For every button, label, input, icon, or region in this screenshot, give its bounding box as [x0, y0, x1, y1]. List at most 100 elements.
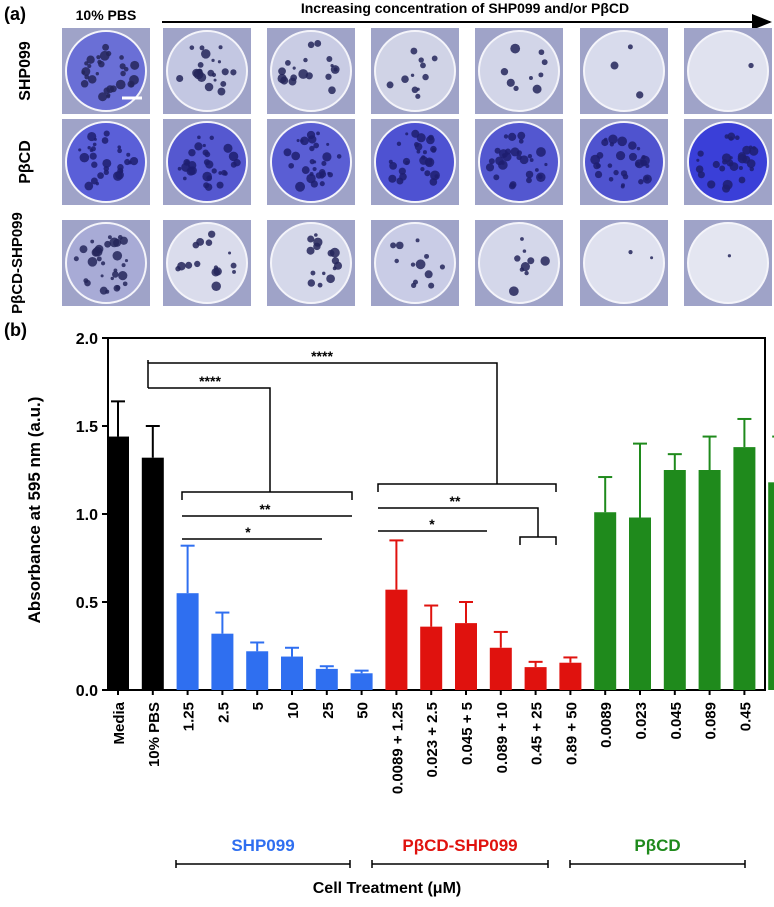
colony: [103, 130, 110, 137]
colony: [422, 73, 429, 81]
colony: [301, 166, 310, 174]
colony: [748, 145, 753, 150]
colony: [326, 274, 335, 284]
colony: [197, 72, 207, 82]
colony: [410, 262, 416, 267]
x-tick-label: 0.023 + 2.5: [424, 702, 441, 777]
colony: [306, 130, 316, 140]
colony: [627, 44, 633, 50]
colony: [217, 60, 222, 64]
colony: [81, 67, 91, 76]
bar: [559, 662, 582, 690]
colony: [645, 164, 650, 169]
bracket: [519, 536, 557, 545]
colony: [230, 69, 237, 76]
colony: [288, 77, 297, 86]
bar: [281, 656, 303, 690]
bar: [315, 668, 338, 690]
colony: [544, 162, 548, 167]
colony: [390, 242, 397, 249]
colony: [110, 276, 114, 281]
colony: [218, 171, 223, 175]
colony: [204, 82, 214, 92]
colony: [211, 72, 217, 78]
colony: [95, 181, 99, 186]
x-tick-label: 0.089: [703, 702, 720, 740]
colony: [422, 150, 427, 155]
colony: [292, 66, 296, 70]
colony: [278, 67, 286, 76]
group-label: PβCD-SHP099: [402, 836, 517, 855]
colony: [527, 257, 535, 265]
colony: [738, 165, 743, 171]
colony: [724, 134, 730, 139]
colony: [430, 145, 437, 153]
colony: [501, 161, 505, 165]
colony: [742, 145, 752, 155]
bar: [524, 667, 547, 690]
colony: [280, 76, 289, 85]
colony: [721, 153, 732, 163]
colony: [99, 50, 110, 61]
colony: [208, 230, 216, 238]
colony: [734, 135, 740, 141]
well: [166, 30, 248, 112]
colony: [593, 162, 601, 170]
y-tick-label: 2.0: [76, 331, 98, 348]
colony: [129, 156, 139, 166]
colony: [321, 160, 327, 166]
x-tick-label: 0.0089 + 1.25: [389, 702, 406, 794]
colony: [84, 74, 90, 80]
colony: [194, 260, 201, 268]
x-tick-label: 0.045: [668, 702, 685, 740]
x-tick-label: 0.023: [633, 702, 650, 740]
colony: [113, 238, 122, 247]
colony: [228, 151, 239, 162]
colony: [201, 49, 211, 59]
bar: [629, 517, 651, 690]
colony: [119, 55, 124, 60]
colony: [424, 170, 431, 177]
colony: [98, 92, 108, 102]
colony: [608, 177, 614, 182]
x-tick-label: 0.45 + 25: [529, 702, 546, 765]
colony: [697, 171, 705, 179]
colony: [112, 251, 123, 261]
significance-label: **: [260, 501, 271, 517]
colony: [314, 233, 318, 237]
bracket: [148, 387, 271, 492]
colony: [695, 165, 704, 173]
colony: [79, 152, 90, 163]
colony: [439, 264, 446, 270]
colony: [130, 60, 140, 70]
bracket: [378, 507, 539, 537]
colony: [389, 162, 397, 170]
colony: [420, 166, 425, 172]
significance-label: *: [429, 516, 435, 532]
colony: [183, 158, 191, 166]
colony: [119, 63, 126, 70]
colony: [223, 143, 233, 153]
colony: [398, 167, 406, 175]
colony: [306, 173, 316, 184]
colony: [102, 43, 110, 51]
x-tick-label: 0.045 + 5: [459, 702, 476, 765]
colony: [429, 178, 438, 186]
colony: [211, 281, 221, 292]
panel-label: (b): [4, 320, 27, 340]
colony: [90, 146, 96, 152]
colony: [99, 286, 108, 295]
colony: [327, 172, 333, 178]
colony: [303, 57, 308, 63]
row-label: PβCD-SHP099: [9, 212, 26, 314]
colony: [100, 261, 106, 266]
x-tick-label: 0.89 + 50: [563, 702, 580, 765]
colony: [87, 146, 91, 150]
well: [374, 222, 456, 304]
colony: [218, 45, 223, 50]
colony: [177, 261, 186, 271]
colony: [186, 167, 196, 176]
colony: [333, 67, 338, 72]
colony: [607, 163, 613, 168]
colony: [727, 254, 732, 258]
